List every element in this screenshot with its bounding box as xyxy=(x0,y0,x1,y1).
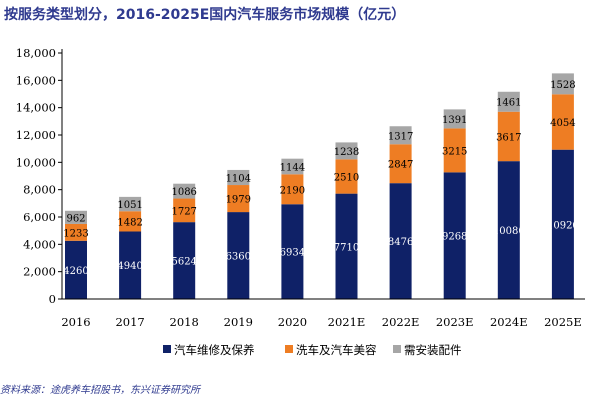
bar-segment xyxy=(227,212,250,299)
x-tick-label: 2024E xyxy=(490,315,528,329)
bar-segment xyxy=(65,210,87,224)
bar-segment xyxy=(173,183,196,199)
bar-segment xyxy=(281,204,304,299)
bar-segment xyxy=(551,94,574,150)
x-tick-label: 2021E xyxy=(328,315,366,329)
legend-swatch xyxy=(285,345,293,353)
chart-title: 按服务类型划分，2016-2025E国内汽车服务市场规模（亿元） xyxy=(4,7,406,23)
source-note: 资料来源：途虎养车招股书，东兴证券研究所 xyxy=(0,385,200,396)
data-label: 1461 xyxy=(496,98,521,109)
x-tick-label: 2016 xyxy=(61,315,90,329)
bar-segment xyxy=(443,128,466,173)
y-tick-label: 4,000 xyxy=(23,237,56,251)
data-label: 8476 xyxy=(388,237,413,248)
bar-segment xyxy=(335,142,358,160)
y-tick-label: 18,000 xyxy=(16,46,56,60)
x-tick-label: 2025E xyxy=(544,315,582,329)
data-label: 1144 xyxy=(280,162,305,173)
data-label: 2847 xyxy=(388,160,413,171)
data-label: 5624 xyxy=(171,257,196,268)
bar-segment xyxy=(497,111,520,162)
bar-segment xyxy=(173,222,196,299)
bar-segment xyxy=(281,158,304,175)
data-label: 3617 xyxy=(496,132,521,143)
y-tick-label: 8,000 xyxy=(23,183,56,197)
data-label: 1482 xyxy=(117,217,142,228)
x-tick-label: 2020 xyxy=(278,315,307,329)
x-tick-label: 2023E xyxy=(436,315,474,329)
y-tick-label: 10,000 xyxy=(16,155,56,169)
data-label: 6360 xyxy=(226,252,251,263)
bar-segment xyxy=(551,73,574,95)
data-label: 1979 xyxy=(226,195,251,206)
y-tick-label: 12,000 xyxy=(16,128,56,142)
y-tick-label: 16,000 xyxy=(16,73,56,87)
bar-segment xyxy=(227,169,250,186)
x-tick-label: 2018 xyxy=(170,315,199,329)
y-tick-label: 2,000 xyxy=(23,265,56,279)
data-label: 1104 xyxy=(226,173,251,184)
bar-segment xyxy=(173,198,196,223)
legend-swatch xyxy=(163,345,171,353)
data-label: 1238 xyxy=(334,147,359,158)
bar-segment xyxy=(551,149,574,299)
bars: 4260 1233 962 4940 1482 1051 5624 1727 1086 6360 1… xyxy=(63,73,579,299)
data-label: 962 xyxy=(66,213,85,224)
data-label: 1391 xyxy=(442,115,467,126)
data-label: 2510 xyxy=(334,172,359,183)
bar-segment xyxy=(119,211,142,232)
x-tick-label: 2019 xyxy=(224,315,253,329)
data-label: 3215 xyxy=(442,146,467,157)
bar-segment xyxy=(65,223,87,241)
data-label: 4260 xyxy=(63,266,88,277)
bar-segment xyxy=(443,172,466,299)
data-label: 1086 xyxy=(171,187,196,198)
bar-segment xyxy=(281,174,304,205)
bar-segment xyxy=(227,185,250,213)
legend-label: 需安装配件 xyxy=(404,343,462,357)
data-label: 6934 xyxy=(280,248,305,259)
bar-segment xyxy=(497,161,520,299)
data-label: 1727 xyxy=(171,206,196,217)
bar-segment xyxy=(119,196,142,212)
y-tick-label: 14,000 xyxy=(16,101,56,115)
bar-segment xyxy=(389,183,412,299)
data-label: 2190 xyxy=(280,185,305,196)
legend-label: 洗车及汽车美容 xyxy=(296,343,377,357)
bar-segment xyxy=(389,126,412,145)
bar-segment xyxy=(119,231,142,299)
data-label: 7710 xyxy=(334,242,359,253)
data-label: 4054 xyxy=(550,118,575,129)
data-label: 1233 xyxy=(63,228,88,239)
data-label: 9268 xyxy=(442,232,467,243)
bar-segment xyxy=(443,109,466,129)
x-axis: 2016 2017 2018 2019 2020 2021E 2022E 2023E 2024E… xyxy=(61,298,585,329)
legend: 汽车维修及保养 洗车及汽车美容 需安装配件 xyxy=(163,343,462,357)
y-tick-label: 6,000 xyxy=(23,210,56,224)
legend-label: 汽车维修及保养 xyxy=(174,343,255,357)
bar-segment xyxy=(335,193,358,299)
bar-segment xyxy=(65,240,87,299)
x-tick-label: 2017 xyxy=(115,315,144,329)
bar-segment xyxy=(335,159,358,194)
data-label: 10086 xyxy=(493,226,525,237)
y-tick-label: 0 xyxy=(49,292,56,306)
bar-segment xyxy=(497,91,520,112)
data-label: 1317 xyxy=(388,131,413,142)
data-label: 1528 xyxy=(550,80,575,91)
data-label: 4940 xyxy=(117,261,142,272)
bar-segment xyxy=(389,144,412,184)
legend-swatch xyxy=(393,345,401,353)
x-tick-label: 2022E xyxy=(382,315,420,329)
y-axis: 0 2,000 4,000 6,000 8,000 10,000 12,000 14,000 1… xyxy=(16,46,63,306)
data-label: 10926 xyxy=(547,220,579,231)
data-label: 1051 xyxy=(117,200,142,211)
